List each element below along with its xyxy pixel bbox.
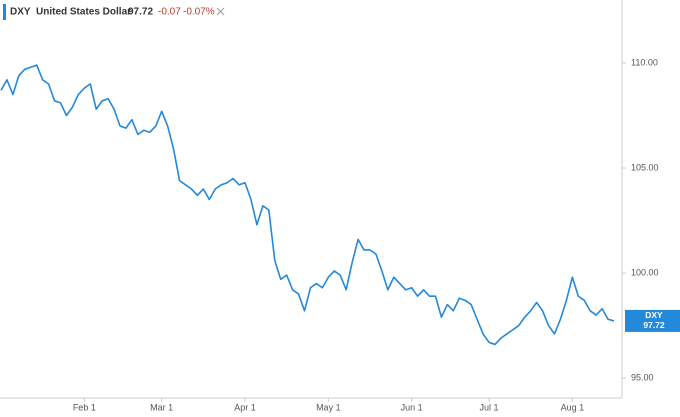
x-tick-label: May 1 (316, 402, 341, 412)
x-tick-label: Jun 1 (401, 402, 423, 412)
y-tick-label: 105.00 (631, 162, 659, 172)
legend-change-percent: -0.07% (183, 7, 215, 18)
legend-name: United States Dollar (36, 7, 131, 18)
line-series (0, 64, 615, 346)
x-tick-label: Feb 1 (73, 402, 96, 412)
y-tick-label: 95.00 (631, 372, 654, 382)
badge-box (625, 309, 680, 332)
x-tick-label: Apr 1 (234, 402, 256, 412)
y-tick-label: 110.00 (631, 57, 658, 67)
x-tick-label: Aug 1 (561, 402, 585, 412)
legend: DXY United States Dollar 97.72 -0.07 -0.… (3, 4, 225, 20)
y-tick-label: 100.00 (631, 267, 659, 277)
x-tick-label: Mar 1 (150, 402, 173, 412)
legend-change: -0.07 (158, 7, 181, 18)
legend-swatch (3, 4, 6, 20)
x-tick-label: Jul 1 (480, 402, 499, 412)
badge-symbol: DXY (645, 310, 663, 320)
legend-symbol: DXY (10, 7, 31, 18)
badge-value: 97.72 (643, 320, 665, 330)
legend-last: 97.72 (128, 7, 153, 18)
close-icon[interactable] (216, 7, 225, 16)
